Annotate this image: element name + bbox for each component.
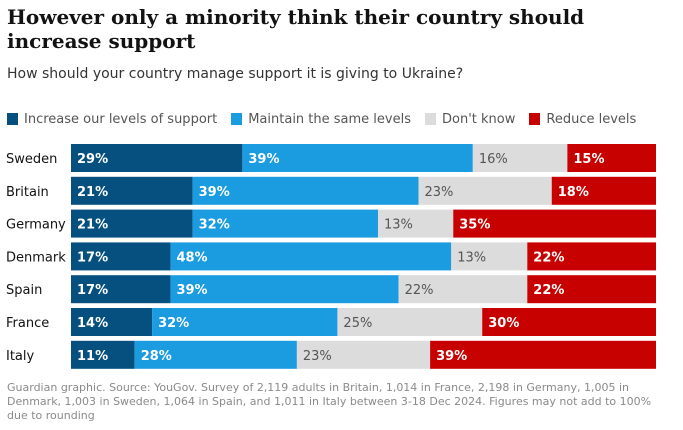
category-label-italy: Italy xyxy=(6,349,35,364)
data-label-spain-dont-know: 22% xyxy=(405,283,434,298)
bar-sweden-increase xyxy=(71,144,243,172)
bar-spain-maintain xyxy=(170,275,399,304)
bar-spain-increase xyxy=(71,275,171,304)
category-label-britain: Britain xyxy=(6,185,49,200)
data-label-italy-dont-know: 23% xyxy=(303,349,332,364)
data-label-italy-increase: 11% xyxy=(77,349,108,364)
bar-france-maintain xyxy=(152,308,338,336)
bar-denmark-reduce xyxy=(527,242,656,271)
data-label-germany-maintain: 32% xyxy=(199,218,230,233)
bar-sweden-reduce xyxy=(567,144,656,172)
data-label-germany-dont-know: 13% xyxy=(384,218,413,233)
data-label-france-increase: 14% xyxy=(77,316,108,331)
bar-denmark-dont-know xyxy=(451,242,528,271)
legend-swatch-maintain xyxy=(231,113,243,125)
data-label-germany-increase: 21% xyxy=(77,218,108,233)
legend-item-dont-know: Don't know xyxy=(425,112,515,127)
data-label-spain-maintain: 39% xyxy=(176,283,207,298)
bar-denmark-maintain xyxy=(170,242,452,271)
data-label-britain-dont-know: 23% xyxy=(425,185,454,200)
stacked-bar-chart: Sweden 29% 39% 16% 15% Britain 21% 39% 23% 18% Ger… xyxy=(6,144,656,369)
data-label-denmark-reduce: 22% xyxy=(533,250,564,265)
bar-italy-maintain xyxy=(134,340,297,369)
data-label-britain-maintain: 39% xyxy=(199,185,230,200)
category-label-sweden: Sweden xyxy=(6,152,57,167)
bar-britain-maintain xyxy=(192,176,419,205)
bar-italy-increase xyxy=(71,340,135,369)
source-footnote: Guardian graphic. Source: YouGov. Survey… xyxy=(7,381,652,422)
data-label-sweden-dont-know: 16% xyxy=(479,152,508,167)
bar-britain-reduce xyxy=(551,176,656,205)
bar-italy-dont-know xyxy=(296,340,431,369)
data-label-spain-increase: 17% xyxy=(77,283,108,298)
data-label-denmark-dont-know: 13% xyxy=(457,250,486,265)
data-label-sweden-reduce: 15% xyxy=(573,152,604,167)
bar-spain-reduce xyxy=(527,275,656,304)
bar-germany-reduce xyxy=(453,209,656,238)
bar-britain-dont-know xyxy=(418,176,552,205)
chart-title: However only a minority think their coun… xyxy=(7,5,585,53)
data-label-britain-reduce: 18% xyxy=(558,185,589,200)
legend-swatch-reduce xyxy=(529,113,541,125)
category-label-france: France xyxy=(6,316,49,331)
data-label-sweden-maintain: 39% xyxy=(248,152,279,167)
data-label-france-reduce: 30% xyxy=(488,316,519,331)
chart-subtitle: How should your country manage support i… xyxy=(7,66,464,82)
category-label-denmark: Denmark xyxy=(6,250,66,265)
data-label-italy-reduce: 39% xyxy=(436,349,467,364)
legend: Increase our levels of support Maintain … xyxy=(7,110,650,128)
legend-label-reduce: Reduce levels xyxy=(546,111,637,127)
data-label-britain-increase: 21% xyxy=(77,185,108,200)
data-label-denmark-maintain: 48% xyxy=(176,250,207,265)
legend-item-maintain: Maintain the same levels xyxy=(231,112,411,127)
category-label-spain: Spain xyxy=(6,283,42,298)
data-label-france-dont-know: 25% xyxy=(343,316,372,331)
bar-france-reduce xyxy=(482,308,656,336)
data-label-denmark-increase: 17% xyxy=(77,250,108,265)
bar-denmark-increase xyxy=(71,242,171,271)
data-label-france-maintain: 32% xyxy=(158,316,189,331)
bar-spain-dont-know xyxy=(398,275,528,304)
legend-label-maintain: Maintain the same levels xyxy=(248,111,411,127)
bar-france-dont-know xyxy=(337,308,483,336)
legend-label-dont-know: Don't know xyxy=(442,111,516,127)
bar-germany-dont-know xyxy=(377,209,454,238)
legend-swatch-increase xyxy=(7,113,18,125)
bar-france-increase xyxy=(71,308,153,336)
bar-italy-reduce xyxy=(430,340,656,369)
category-label-germany: Germany xyxy=(6,218,66,233)
bar-germany-maintain xyxy=(192,209,378,238)
legend-label-increase: Increase our levels of support xyxy=(24,111,218,127)
bar-britain-increase xyxy=(71,176,193,205)
bar-sweden-dont-know xyxy=(472,144,568,172)
data-label-sweden-increase: 29% xyxy=(77,152,108,167)
bar-sweden-maintain xyxy=(242,144,473,172)
data-label-spain-reduce: 22% xyxy=(533,283,564,298)
data-label-germany-reduce: 35% xyxy=(459,218,490,233)
legend-item-reduce: Reduce levels xyxy=(529,112,636,127)
data-label-italy-maintain: 28% xyxy=(141,349,172,364)
legend-swatch-dont-know xyxy=(425,113,436,125)
legend-item-increase: Increase our levels of support xyxy=(7,112,217,127)
bar-germany-increase xyxy=(71,209,193,238)
